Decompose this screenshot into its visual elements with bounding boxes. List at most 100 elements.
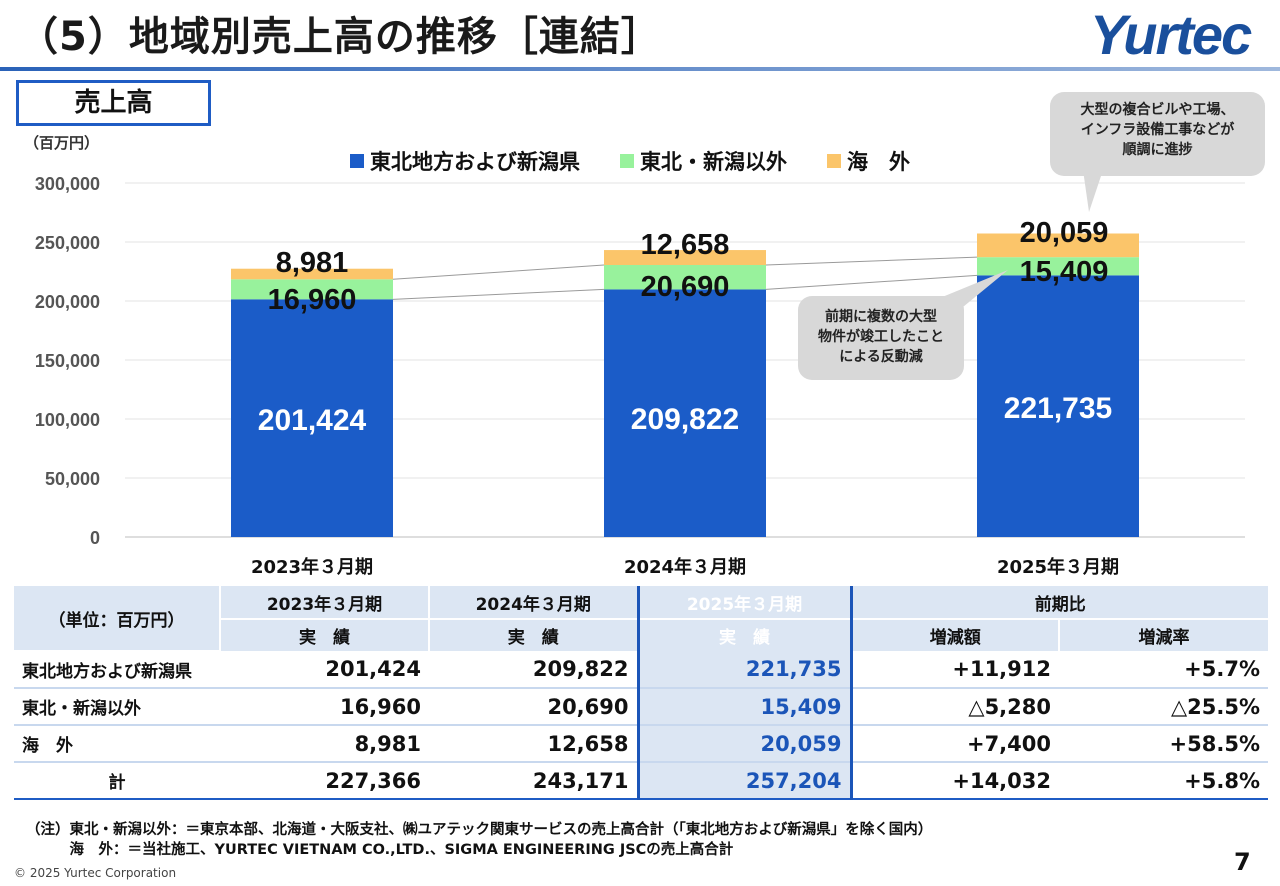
cell-2023: 8,981 <box>220 725 429 763</box>
table-header-row: （単位：百万円） 2023年３月期 2024年３月期 2025年３月期 前期比 <box>14 586 1268 652</box>
cell-diff: +14,032 <box>851 761 1059 800</box>
cell-2023: 201,424 <box>220 651 429 689</box>
y-tick-label: 50,000 <box>45 469 100 489</box>
copyright: © 2025 Yurtec Corporation <box>14 866 177 880</box>
cell-2023: 227,366 <box>220 761 429 800</box>
cell-rate: +5.8% <box>1059 761 1268 800</box>
connector-line <box>765 256 978 266</box>
row-label: 東北地方および新潟県 <box>14 651 220 689</box>
page-title: （5）地域別売上高の推移［連結］ <box>18 14 662 60</box>
data-label: 8,981 <box>276 247 349 279</box>
cell-2024: 12,658 <box>429 725 638 763</box>
callout-top-line: 大型の複合ビルや工場、 <box>1080 102 1235 118</box>
cell-2024: 209,822 <box>429 651 638 689</box>
footnote: （注）東北・新潟以外：＝東京本部、北海道・大阪支社、㈱ユアテック関東サービスの売… <box>26 820 932 860</box>
sales-table: （単位：百万円） 2023年３月期 2024年３月期 2025年３月期 前期比 … <box>14 586 1268 800</box>
table-year-header-current: 2025年３月期 <box>636 586 853 620</box>
legend-swatch-other-domestic <box>620 154 634 168</box>
callout-mid-line: 物件が竣工したこと <box>818 329 944 345</box>
x-tick-label: 2025年３月期 <box>997 556 1119 578</box>
data-label: 20,059 <box>1020 217 1109 249</box>
stacked-bar-chart: 0 50,000 100,000 150,000 200,000 250,000 300,0… <box>35 170 1245 578</box>
data-label: 201,424 <box>258 404 367 437</box>
table-actual-header: 実 績 <box>429 619 639 651</box>
company-logo: Yurtec <box>1090 3 1252 66</box>
bar-segment <box>977 275 1139 537</box>
connector-line <box>392 288 605 300</box>
table-comparison-header: 前期比 <box>851 586 1268 620</box>
callout-decline-note: 前期に複数の大型 物件が竣工したこと による反動減 <box>798 296 964 380</box>
table-actual-header: 実 績 <box>220 619 430 651</box>
legend-item-other-domestic: 東北・新潟以外 <box>620 146 787 176</box>
x-tick-label: 2024年３月期 <box>624 556 746 578</box>
legend-label-overseas: 海 外 <box>847 150 910 174</box>
page-number: 7 <box>1234 848 1251 876</box>
legend-swatch-tohoku <box>350 154 364 168</box>
data-label: 20,690 <box>641 271 730 303</box>
legend-label-other-domestic: 東北・新潟以外 <box>640 150 787 174</box>
callout-top-line: 順調に進捗 <box>1122 142 1193 158</box>
y-tick-label: 200,000 <box>35 292 100 312</box>
cell-2024: 243,171 <box>429 761 638 800</box>
y-tick-label: 100,000 <box>35 410 100 430</box>
y-tick-label: 0 <box>90 528 100 548</box>
data-label: 209,822 <box>631 403 739 436</box>
cell-rate: +58.5% <box>1059 725 1268 763</box>
bar-segment <box>604 250 766 265</box>
table-year-header: 2023年３月期 <box>220 586 430 620</box>
bar-segment <box>231 279 393 300</box>
cell-2025: 15,409 <box>636 688 853 726</box>
table-actual-header-current: 実 績 <box>636 619 853 651</box>
callout-top-line: インフラ設備工事などが <box>1080 122 1235 138</box>
footnote-line: 海 外：＝当社施工、YURTEC VIETNAM CO.,LTD.、SIGMA … <box>26 842 734 858</box>
table-rate-header: 増減率 <box>1059 619 1268 651</box>
bar-segment <box>231 299 393 537</box>
table-row: 東北地方および新潟県 201,424 209,822 221,735 +11,9… <box>14 651 1268 689</box>
callout-top-pointer <box>1083 170 1103 212</box>
table-row: 海 外 8,981 12,658 20,059 +7,400 +58.5% <box>14 725 1268 763</box>
bar-segment <box>231 268 393 280</box>
row-label-total: 計 <box>14 761 220 800</box>
bar-segment <box>977 233 1139 258</box>
cell-2025: 257,204 <box>636 761 853 800</box>
connector-line <box>765 274 978 290</box>
cell-rate: △25.5% <box>1059 688 1268 726</box>
callout-mid-line: 前期に複数の大型 <box>825 309 937 325</box>
data-label: 221,735 <box>1004 392 1112 425</box>
callout-mid-line: による反動減 <box>839 349 923 365</box>
row-label: 東北・新潟以外 <box>14 688 220 726</box>
table-row: 東北・新潟以外 16,960 20,690 15,409 △5,280 △25.… <box>14 688 1268 726</box>
data-label: 12,658 <box>641 229 730 261</box>
cell-2023: 16,960 <box>220 688 429 726</box>
title-divider <box>0 67 1280 71</box>
y-tick-label: 300,000 <box>35 174 100 194</box>
cell-diff: △5,280 <box>851 688 1059 726</box>
table-diff-header: 増減額 <box>851 619 1060 651</box>
bar-segment <box>977 257 1139 276</box>
legend-label-tohoku: 東北地方および新潟県 <box>370 150 580 174</box>
legend-item-tohoku: 東北地方および新潟県 <box>350 146 580 176</box>
connector-line <box>392 264 605 280</box>
bar-segment <box>604 264 766 290</box>
callout-growth-note: 大型の複合ビルや工場、 インフラ設備工事などが 順調に進捗 <box>1050 92 1265 176</box>
cell-rate: +5.7% <box>1059 651 1268 689</box>
data-label: 15,409 <box>1020 256 1109 288</box>
table-unit-header: （単位：百万円） <box>14 586 221 652</box>
bar-segment <box>604 289 766 537</box>
cell-2025: 20,059 <box>636 725 853 763</box>
legend-item-overseas: 海 外 <box>827 146 910 176</box>
row-label: 海 外 <box>14 725 220 763</box>
table-year-header: 2024年３月期 <box>429 586 639 620</box>
table-total-row: 計 227,366 243,171 257,204 +14,032 +5.8% <box>14 761 1268 800</box>
data-label: 16,960 <box>268 284 357 316</box>
y-tick-label: 250,000 <box>35 233 100 253</box>
cell-diff: +11,912 <box>851 651 1059 689</box>
footnote-line: （注）東北・新潟以外：＝東京本部、北海道・大阪支社、㈱ユアテック関東サービスの売… <box>26 822 933 838</box>
legend-swatch-overseas <box>827 154 841 168</box>
chart-unit-label: （百万円） <box>24 134 100 152</box>
y-tick-label: 150,000 <box>35 351 100 371</box>
cell-2024: 20,690 <box>429 688 638 726</box>
table-subheader-row: 実 績 実 績 実 績 増減額 増減率 <box>14 619 1268 651</box>
section-label: 売上高 <box>16 80 211 126</box>
x-tick-label: 2023年３月期 <box>251 556 373 578</box>
